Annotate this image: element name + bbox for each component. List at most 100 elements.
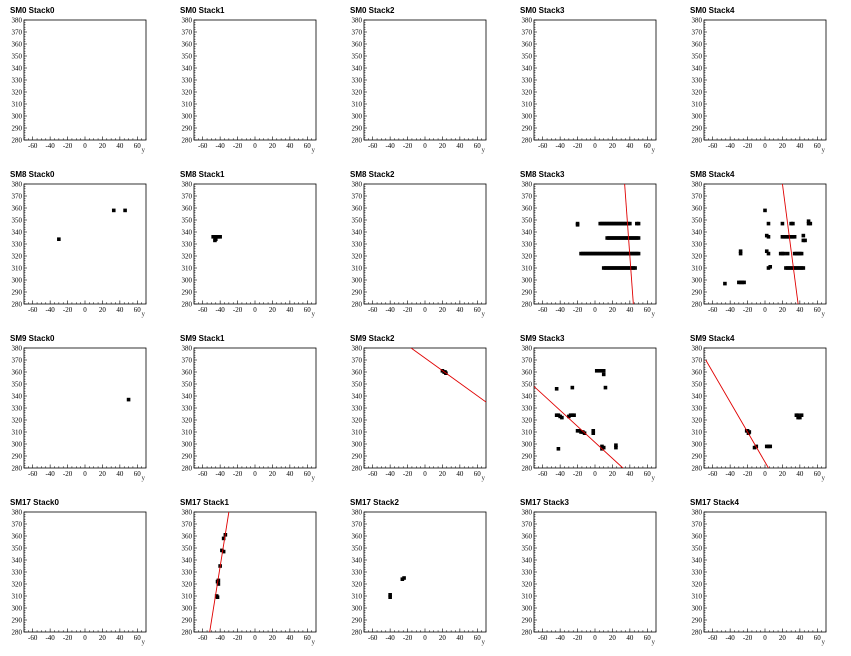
y-tick-label: 360 [182, 40, 193, 48]
panel-plot: 280 290 300 310 320 330 340 350 360 370 380 -60 -40-… [522, 344, 657, 482]
y-tick-label: 370 [522, 520, 533, 528]
plot-frame [193, 183, 317, 305]
y-tick-label: 300 [352, 112, 363, 120]
y-tick-label: 360 [12, 40, 23, 48]
y-tick-label: 370 [182, 192, 193, 200]
y-tick-label: 370 [692, 356, 703, 364]
y-tick-label: 380 [182, 344, 193, 352]
y-tick-label: 360 [182, 204, 193, 212]
x-tick-label: 0 [83, 470, 87, 478]
y-tick-label: 340 [182, 392, 193, 400]
x-tick-label: -60 [538, 470, 548, 478]
y-tick-label: 330 [182, 568, 193, 576]
y-tick-label: 350 [12, 216, 23, 224]
data-point [572, 413, 576, 417]
data-point [591, 429, 596, 433]
y-tick-label: 380 [522, 508, 533, 516]
y-tick-label: 280 [692, 300, 703, 308]
x-tick-label: -60 [368, 306, 378, 314]
y-tick-label: 300 [182, 604, 193, 612]
x-tick-label: -60 [708, 634, 718, 642]
data-point [738, 249, 743, 253]
x-tick-label: 60 [644, 306, 652, 314]
y-tick-label: 340 [522, 64, 533, 72]
x-tick-label: -20 [743, 634, 753, 642]
x-tick-label: -40 [725, 634, 735, 642]
stack-panel: SM8 Stack4 280 290 300 310 320 330 340 350 360 370… [680, 164, 850, 328]
y-tick-label: 300 [522, 112, 533, 120]
plot-content [705, 359, 804, 468]
data-point [738, 251, 743, 256]
x-tick-label: -40 [385, 470, 395, 478]
x-tick-label: -60 [538, 634, 548, 642]
y-tick-label: 330 [352, 76, 363, 84]
panel-title: SM17 Stack1 [180, 498, 229, 507]
y-tick-label: 280 [352, 136, 363, 144]
x-tick-label: 40 [796, 306, 804, 314]
x-tick-label: 20 [99, 470, 107, 478]
stack-panel: SM17 Stack4 280 290 300 310 320 330 340 350 360 37… [680, 492, 850, 656]
x-tick-label: -60 [198, 470, 208, 478]
y-tick-label: 340 [522, 392, 533, 400]
x-tick-label: -60 [368, 470, 378, 478]
x-tick-label: 20 [99, 634, 107, 642]
x-tick-label: 20 [269, 470, 277, 478]
data-point [591, 431, 596, 435]
y-tick-label: 330 [352, 240, 363, 248]
data-point [801, 266, 806, 270]
y-tick-label: 280 [12, 300, 23, 308]
stack-panel: SM17 Stack3 280 290 300 310 320 330 340 350 360 37… [510, 492, 680, 656]
y-tick-label: 350 [182, 216, 193, 224]
panel-plot: 280 290 300 310 320 330 340 350 360 370 380 -60 -40-… [12, 16, 147, 154]
data-point [556, 447, 561, 451]
x-tick-label: 0 [593, 634, 597, 642]
y-tick-label: 320 [352, 580, 363, 588]
panel-plot: 280 290 300 310 320 330 340 350 360 370 380 -60 -40-… [352, 16, 487, 154]
x-tick-label: 40 [626, 634, 634, 642]
y-tick-label: 360 [12, 532, 23, 540]
plot-frame [703, 183, 827, 305]
data-point [766, 221, 771, 226]
y-tick-label: 310 [352, 100, 363, 108]
y-tick-label: 360 [182, 532, 193, 540]
stack-panel: SM0 Stack0 280 290 300 310 320 330 340 350 360 370… [0, 0, 170, 164]
y-tick-label: 310 [522, 428, 533, 436]
data-point [723, 281, 727, 286]
x-tick-label: -20 [233, 634, 243, 642]
y-tick-label: 370 [352, 192, 363, 200]
x-tick-label: -20 [743, 306, 753, 314]
plot-frame [363, 511, 487, 633]
stack-panel: SM9 Stack0 280 290 300 310 320 330 340 350 360 370… [0, 328, 170, 492]
stack-panel: SM17 Stack1 280 290 300 310 320 330 340 350 360 37… [170, 492, 340, 656]
y-tick-label: 310 [522, 100, 533, 108]
y-tick-label: 290 [692, 124, 703, 132]
y-tick-label: 370 [522, 356, 533, 364]
x-tick-label: 20 [439, 470, 447, 478]
y-tick-label: 300 [352, 276, 363, 284]
y-tick-label: 280 [182, 136, 193, 144]
y-tick-label: 370 [522, 192, 533, 200]
panel-title: SM8 Stack3 [520, 170, 565, 179]
data-point [764, 249, 769, 253]
plot-frame [533, 183, 657, 305]
x-tick-label: 60 [474, 306, 482, 314]
x-tick-label: -60 [708, 142, 718, 150]
y-tick-label: 360 [352, 40, 363, 48]
stack-panel: SM8 Stack0 280 290 300 310 320 330 340 350 360 370… [0, 164, 170, 328]
stack-panel: SM9 Stack4 280 290 300 310 320 330 340 350 360 370… [680, 328, 850, 492]
x-tick-label: 40 [796, 634, 804, 642]
plot-frame [703, 347, 827, 469]
y-tick-label: 310 [182, 100, 193, 108]
y-tick-label: 280 [692, 628, 703, 636]
x-tick-label: 60 [304, 306, 312, 314]
data-point [575, 221, 580, 226]
y-tick-label: 350 [182, 52, 193, 60]
x-tick-label: -60 [538, 142, 548, 150]
data-point [570, 385, 575, 390]
x-tick-label: -60 [28, 470, 38, 478]
y-tick-label: 330 [352, 568, 363, 576]
panel-title: SM9 Stack2 [350, 334, 395, 343]
y-tick-label: 340 [352, 228, 363, 236]
y-tick-label: 370 [352, 520, 363, 528]
plot-frame [363, 347, 487, 469]
